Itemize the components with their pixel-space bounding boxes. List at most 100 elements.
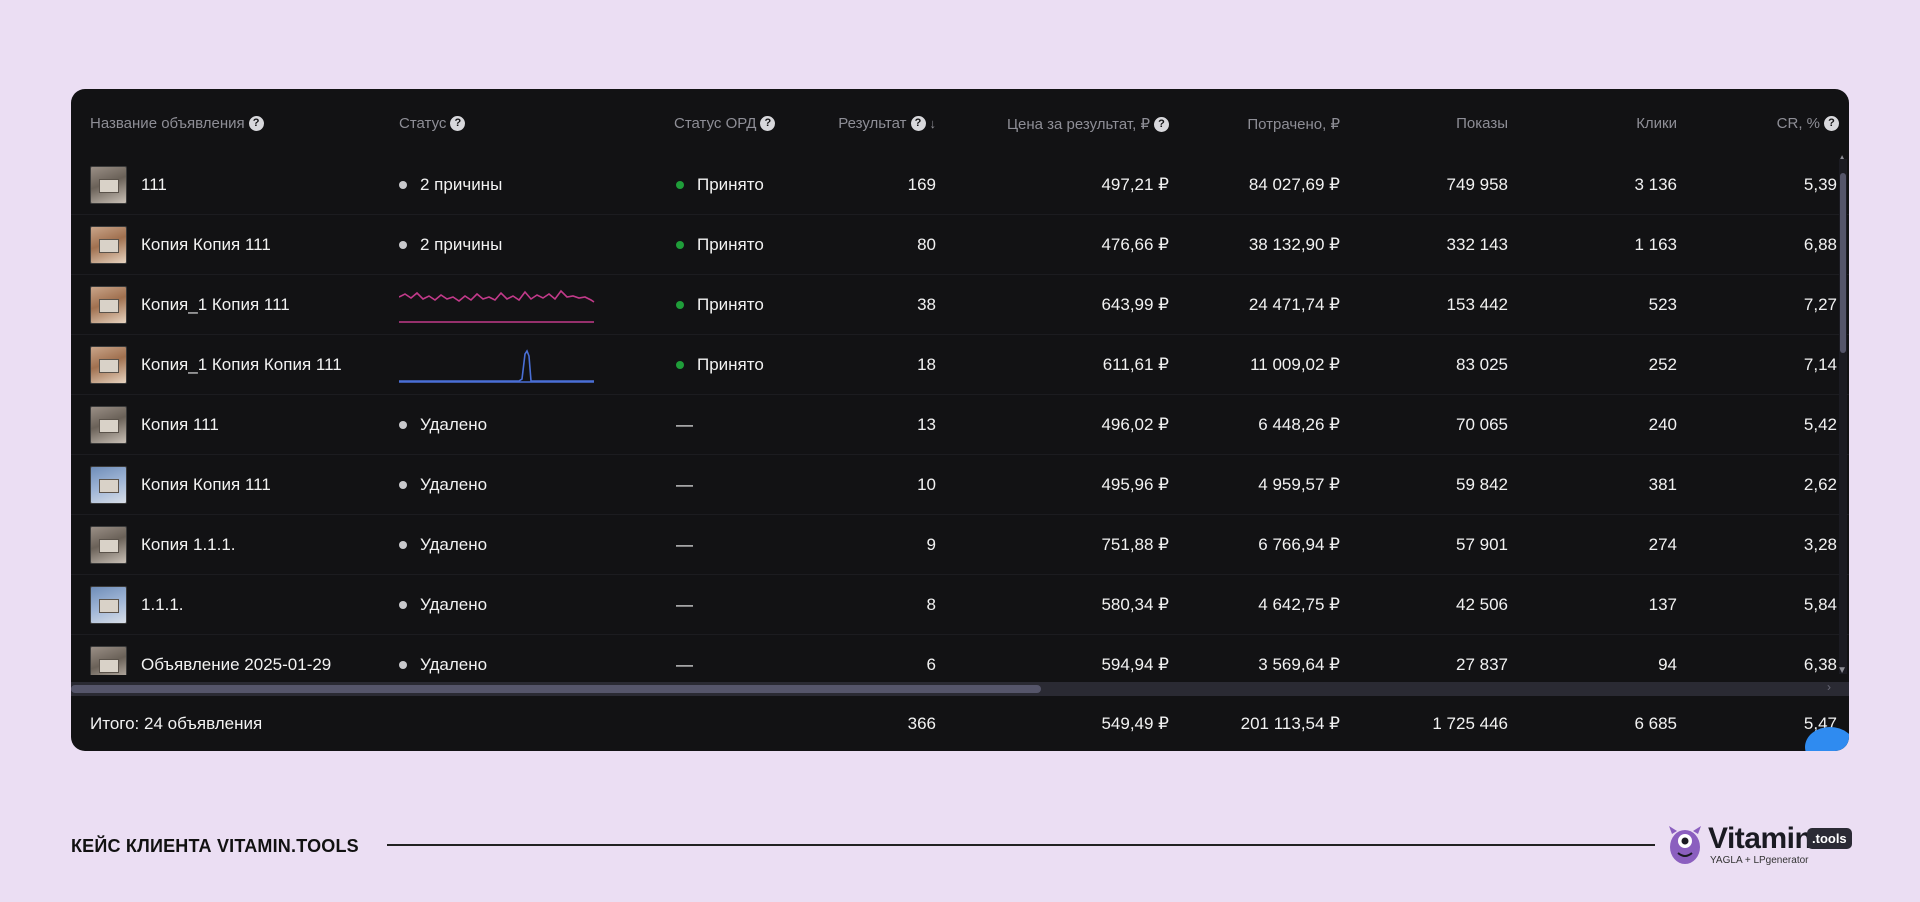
help-icon[interactable]: ? — [1824, 116, 1839, 131]
caption-bar: КЕЙС КЛИЕНТА VITAMIN.TOOLS Vitamin .tool… — [71, 822, 1852, 866]
help-icon[interactable]: ? — [450, 116, 466, 131]
table-row[interactable]: 111 2 причины Принято 169 497,21 ₽ 84 02… — [71, 155, 1849, 215]
col-header-price[interactable]: Цена за результат, ₽ ? — [919, 115, 1169, 133]
col-header-ord-status[interactable]: Статус ОРД ? — [674, 115, 776, 132]
col-header-cr[interactable]: CR, % ? — [1719, 115, 1839, 132]
ad-name[interactable]: Копия_1 Копия 111 — [141, 295, 290, 314]
ad-name[interactable]: Копия 1.1.1. — [141, 535, 236, 554]
spent-cell: 84 027,69 ₽ — [1248, 175, 1340, 194]
result-cell: 6 — [926, 655, 936, 674]
status-dot-icon — [399, 421, 407, 429]
table-row[interactable]: Объявление 2025-01-29 Удалено — 6 594,94… — [71, 635, 1849, 675]
ord-status-text: — — [676, 475, 693, 494]
col-header-result[interactable]: Результат ? ↓ — [786, 115, 936, 132]
col-header-impressions[interactable]: Показы — [1358, 115, 1508, 132]
price-cell: 751,88 ₽ — [1101, 535, 1169, 554]
col-header-price-label: Цена за результат, ₽ — [1006, 116, 1150, 133]
horizontal-scrollbar[interactable]: › — [71, 680, 1849, 696]
price-cell: 497,21 ₽ — [1101, 175, 1169, 194]
scroll-down-icon[interactable]: ▼ — [1837, 665, 1847, 676]
ord-status-cell: — — [676, 395, 693, 455]
table-row[interactable]: Копия_1 Копия 111 Принято 38 643,99 ₽ 24… — [71, 275, 1849, 335]
col-header-result-label: Результат — [838, 115, 907, 132]
result-cell: 80 — [917, 235, 936, 254]
ad-thumbnail[interactable] — [90, 226, 127, 264]
clicks-cell: 523 — [1648, 295, 1677, 314]
ad-thumbnail[interactable] — [90, 406, 127, 444]
ord-status-dot-icon — [676, 181, 684, 189]
help-icon[interactable]: ? — [910, 116, 926, 131]
table-row[interactable]: Копия Копия 111 2 причины Принято 80 476… — [71, 215, 1849, 275]
cr-cell: 7,14 — [1803, 355, 1837, 374]
logo-badge: .tools — [1807, 828, 1852, 849]
spent-cell: 11 009,02 ₽ — [1250, 355, 1340, 374]
price-cell: 476,66 ₽ — [1101, 235, 1169, 254]
table-row[interactable]: Копия Копия 111 Удалено — 10 495,96 ₽ 4 … — [71, 455, 1849, 515]
help-icon[interactable]: ? — [1154, 116, 1169, 132]
col-header-status-label: Статус — [399, 115, 447, 132]
ord-status-dot-icon — [676, 361, 684, 369]
ad-thumbnail[interactable] — [90, 286, 127, 324]
status-text: Удалено — [420, 655, 488, 674]
impressions-cell: 57 901 — [1456, 535, 1508, 554]
ord-status-text: Принято — [697, 175, 764, 194]
table-row[interactable]: Копия_1 Копия Копия 111 Принято 18 611,6… — [71, 335, 1849, 395]
col-header-name[interactable]: Название объявления ? — [90, 115, 264, 132]
status-cell: Удалено — [399, 575, 487, 635]
ad-name[interactable]: Копия_1 Копия Копия 111 — [141, 355, 342, 374]
price-cell: 611,61 ₽ — [1102, 355, 1169, 374]
scroll-up-icon[interactable]: ▲ — [1837, 153, 1847, 164]
ad-thumbnail[interactable] — [90, 586, 127, 624]
col-header-clicks[interactable]: Клики — [1527, 115, 1677, 132]
help-icon[interactable]: ? — [248, 116, 264, 131]
spent-cell: 3 569,64 ₽ — [1258, 655, 1340, 674]
ad-name[interactable]: Объявление 2025-01-29 — [141, 655, 332, 674]
footer-label: Итого: 24 объявления — [90, 713, 263, 733]
table-row[interactable]: Копия 111 Удалено — 13 496,02 ₽ 6 448,26… — [71, 395, 1849, 455]
ord-status-text: Принято — [697, 295, 764, 314]
horizontal-scrollbar-thumb[interactable] — [71, 685, 1041, 693]
ad-thumbnail[interactable] — [90, 166, 127, 204]
impressions-cell: 83 025 — [1456, 355, 1508, 374]
vertical-scrollbar-thumb[interactable] — [1840, 173, 1846, 353]
status-text: 2 причины — [420, 175, 503, 194]
cr-cell: 5,39 — [1803, 175, 1837, 194]
ad-name[interactable]: 1.1.1. — [141, 595, 184, 614]
vertical-scrollbar[interactable] — [1839, 159, 1847, 674]
ad-name[interactable]: Копия Копия 111 — [141, 235, 271, 254]
spent-cell: 24 471,74 ₽ — [1248, 295, 1340, 314]
ad-thumbnail[interactable] — [90, 466, 127, 504]
ord-status-text: — — [676, 655, 693, 674]
ord-status-dot-icon — [676, 301, 684, 309]
ad-name[interactable]: Копия 111 — [141, 415, 219, 434]
status-sparkline — [399, 289, 595, 323]
table-row[interactable]: Копия 1.1.1. Удалено — 9 751,88 ₽ 6 766,… — [71, 515, 1849, 575]
status-cell: Удалено — [399, 635, 487, 675]
ad-thumbnail[interactable] — [90, 346, 127, 384]
help-icon[interactable]: ? — [760, 116, 776, 131]
table-row[interactable]: 1.1.1. Удалено — 8 580,34 ₽ 4 642,75 ₽ 4… — [71, 575, 1849, 635]
status-cell: Удалено — [399, 455, 487, 515]
ad-thumbnail[interactable] — [90, 526, 127, 564]
ads-stats-table: Название объявления ? Статус ? Статус ОР… — [71, 89, 1849, 751]
price-cell: 643,99 ₽ — [1101, 295, 1169, 314]
ord-status-cell: — — [676, 455, 693, 515]
vitamin-tools-logo: Vitamin .tools YAGLA + LPgenerator — [1667, 822, 1852, 868]
clicks-cell: 381 — [1648, 475, 1677, 494]
status-cell: 2 причины — [399, 155, 502, 215]
status-dot-icon — [399, 601, 407, 609]
ad-name[interactable]: Копия Копия 111 — [141, 475, 271, 494]
cr-cell: 5,42 — [1803, 415, 1837, 434]
col-header-status[interactable]: Статус ? — [399, 115, 466, 132]
scroll-right-icon[interactable]: › — [1827, 680, 1831, 694]
ad-thumbnail[interactable] — [90, 646, 127, 675]
sort-desc-icon[interactable]: ↓ — [929, 116, 937, 131]
spent-cell: 38 132,90 ₽ — [1248, 235, 1340, 254]
ad-name[interactable]: 111 — [141, 175, 167, 194]
col-header-spent[interactable]: Потрачено, ₽ — [1140, 115, 1340, 133]
cr-cell: 6,38 — [1803, 655, 1837, 674]
result-cell: 169 — [907, 175, 936, 194]
status-sparkline — [399, 349, 594, 383]
cr-cell: 2,62 — [1803, 475, 1837, 494]
status-dot-icon — [399, 541, 407, 549]
